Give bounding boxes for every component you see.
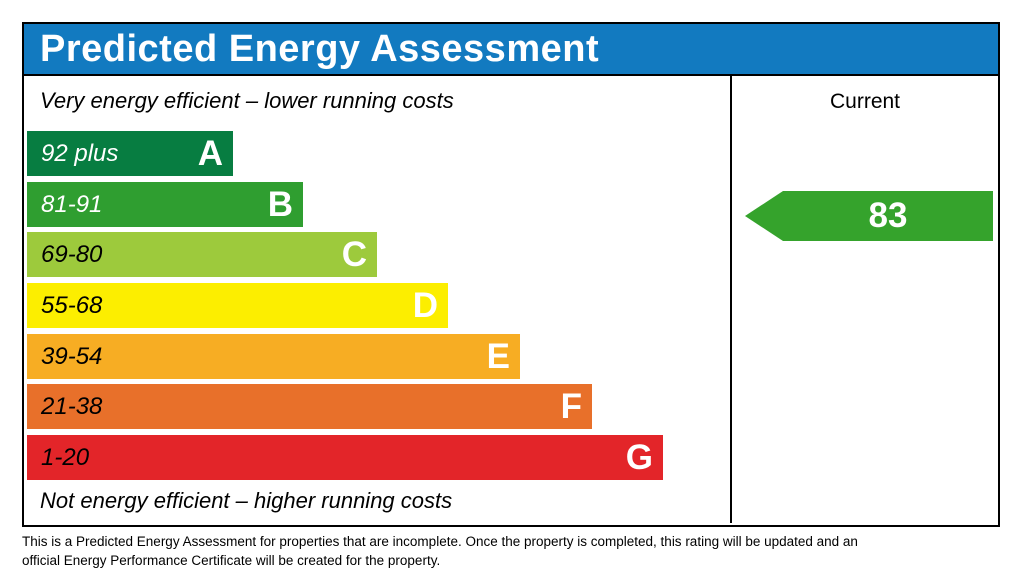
panel-body: Very energy efficient – lower running co… [24, 76, 998, 523]
top-caption: Very energy efficient – lower running co… [40, 88, 454, 113]
current-rating-value: 83 [868, 196, 908, 235]
rating-band-e: 39-54 E [27, 334, 520, 379]
band-letter-label: D [412, 286, 438, 325]
band-letter-label: E [486, 337, 510, 376]
band-range-label: 69-80 [41, 240, 103, 268]
footnote-line-1: This is a Predicted Energy Assessment fo… [22, 534, 858, 549]
band-letter-label: F [560, 387, 582, 426]
rating-band-c: 69-80 C [27, 232, 377, 277]
band-letter-label: A [197, 134, 223, 173]
current-column-header: Current [829, 90, 901, 113]
band-range-label: 39-54 [41, 342, 103, 370]
band-range-label: 1-20 [41, 443, 90, 471]
panel-header: Predicted Energy Assessment [24, 24, 998, 76]
rating-band-a: 92 plus A [27, 131, 233, 176]
rating-band-d: 55-68 D [27, 283, 448, 328]
band-letter-label: B [267, 185, 293, 224]
band-letter-label: C [341, 235, 367, 274]
band-range-label: 81-91 [41, 190, 103, 218]
band-range-label: 92 plus [41, 139, 119, 167]
bottom-caption: Not energy efficient – higher running co… [40, 488, 453, 513]
rating-band-f: 21-38 F [27, 384, 592, 429]
energy-assessment-panel: Predicted Energy Assessment Very energy … [22, 22, 1000, 527]
band-range-label: 21-38 [41, 392, 103, 420]
band-letter-label: G [625, 438, 653, 477]
footnote-line-2: official Energy Performance Certificate … [22, 552, 441, 568]
current-rating-column: Current 83 [732, 76, 998, 523]
footnote: This is a Predicted Energy Assessment fo… [22, 533, 882, 571]
epc-rating-chart: Very energy efficient – lower running co… [24, 76, 732, 523]
band-range-label: 55-68 [41, 291, 103, 319]
current-rating-indicator: 83 [745, 191, 993, 241]
current-rating-arrow-icon [745, 191, 993, 241]
page-title: Predicted Energy Assessment [40, 27, 600, 70]
rating-band-b: 81-91 B [27, 182, 303, 227]
rating-band-g: 1-20 G [27, 435, 663, 480]
